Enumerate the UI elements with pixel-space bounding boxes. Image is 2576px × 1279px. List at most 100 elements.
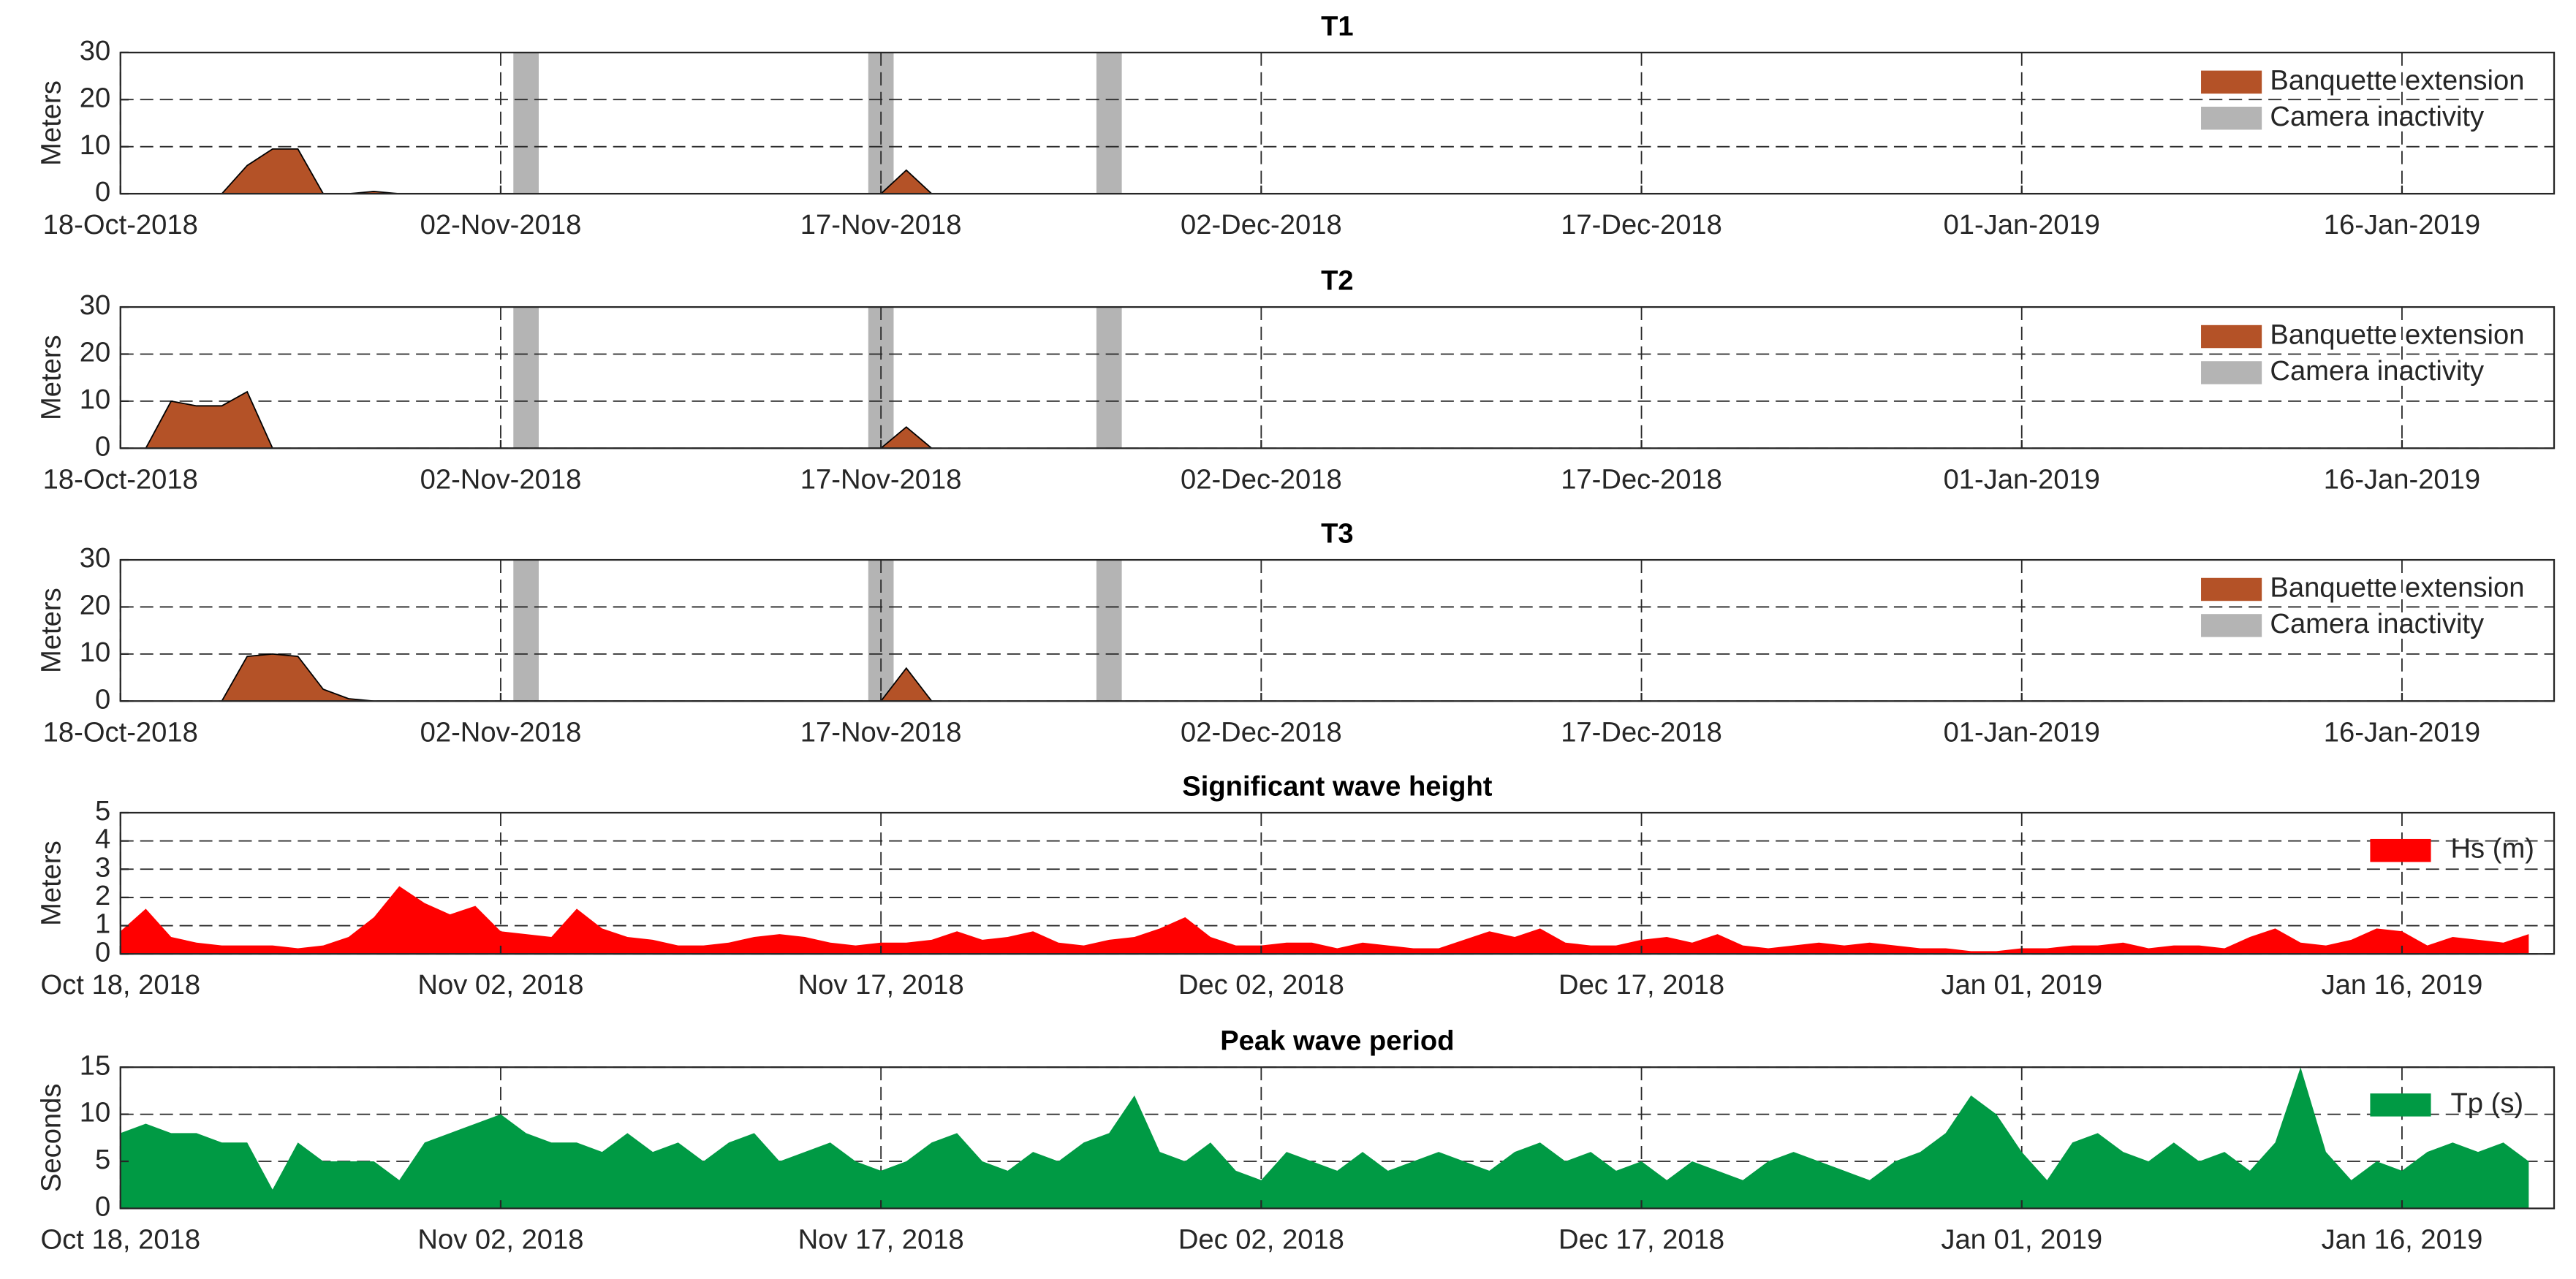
x-tick-label: 02-Dec-2018 bbox=[1181, 463, 1342, 495]
legend-swatch bbox=[2201, 107, 2262, 130]
x-tick-label: Jan 01, 2019 bbox=[1941, 1223, 2102, 1255]
inactivity-span bbox=[1096, 52, 1122, 194]
x-tick-label: Oct 18, 2018 bbox=[40, 969, 200, 1001]
x-tick-label: Nov 17, 2018 bbox=[798, 969, 964, 1001]
y-tick-label: 3 bbox=[95, 851, 110, 883]
x-tick-label: 17-Dec-2018 bbox=[1561, 209, 1722, 240]
inactivity-span bbox=[513, 52, 539, 194]
area bbox=[144, 390, 933, 449]
legend-swatch bbox=[2370, 1093, 2431, 1117]
y-tick-label: 10 bbox=[80, 129, 110, 161]
y-tick-label: 30 bbox=[80, 289, 110, 321]
y-tick-label: 5 bbox=[95, 795, 110, 827]
x-tick-label: Dec 17, 2018 bbox=[1558, 969, 1724, 1001]
y-tick-label: 20 bbox=[80, 82, 110, 113]
x-tick-label: 16-Jan-2019 bbox=[2324, 463, 2480, 495]
chart-title: T2 bbox=[1321, 265, 1354, 296]
y-tick-label: 4 bbox=[95, 824, 110, 855]
y-tick-label: 0 bbox=[95, 936, 110, 968]
legend-swatch bbox=[2201, 361, 2262, 384]
x-tick-label: 17-Nov-2018 bbox=[800, 716, 962, 748]
legend-label: Banquette extension bbox=[2270, 64, 2524, 96]
y-axis-label: Meters bbox=[36, 80, 67, 166]
x-tick-label: 17-Nov-2018 bbox=[800, 463, 962, 495]
legend-label: Tp (s) bbox=[2451, 1088, 2524, 1119]
x-tick-label: Nov 02, 2018 bbox=[417, 1223, 583, 1255]
legend-label: Camera inactivity bbox=[2270, 101, 2485, 132]
axes-box bbox=[119, 558, 2556, 702]
y-tick-label: 0 bbox=[95, 683, 110, 715]
y-axis-label: Meters bbox=[36, 588, 67, 673]
axes-box bbox=[119, 51, 2556, 195]
y-axis-label: Meters bbox=[36, 335, 67, 420]
legend-swatch bbox=[2201, 325, 2262, 349]
chart-title: Significant wave height bbox=[1182, 770, 1492, 802]
x-tick-label: Jan 01, 2019 bbox=[1941, 969, 2102, 1001]
x-tick-label: 18-Oct-2018 bbox=[43, 209, 198, 240]
x-tick-label: 02-Nov-2018 bbox=[420, 209, 582, 240]
x-tick-label: Dec 02, 2018 bbox=[1178, 969, 1344, 1001]
y-tick-label: 20 bbox=[80, 590, 110, 621]
inactivity-span bbox=[513, 307, 539, 449]
x-tick-label: 16-Jan-2019 bbox=[2324, 209, 2480, 240]
axes-box bbox=[119, 1066, 2556, 1210]
y-tick-label: 0 bbox=[95, 430, 110, 462]
x-tick-label: Nov 02, 2018 bbox=[417, 969, 583, 1001]
legend-swatch bbox=[2201, 70, 2262, 94]
subplot: 0 10 20 30 18-Oct-2018 02-Nov-2018 17-Nov-2018… bbox=[36, 10, 2556, 240]
area bbox=[220, 653, 933, 702]
legend-label: Hs (m) bbox=[2451, 833, 2534, 865]
x-tick-label: 02-Nov-2018 bbox=[420, 716, 582, 748]
legend-label: Camera inactivity bbox=[2270, 608, 2485, 640]
x-tick-label: 01-Jan-2019 bbox=[1944, 463, 2100, 495]
x-tick-label: Oct 18, 2018 bbox=[40, 1223, 200, 1255]
y-tick-label: 0 bbox=[95, 1191, 110, 1222]
x-tick-label: Jan 16, 2019 bbox=[2322, 1223, 2483, 1255]
area bbox=[120, 1067, 2529, 1209]
y-tick-label: 10 bbox=[80, 637, 110, 668]
axes-box bbox=[119, 811, 2556, 955]
x-tick-label: Nov 17, 2018 bbox=[798, 1223, 964, 1255]
x-tick-label: 17-Dec-2018 bbox=[1561, 716, 1722, 748]
chart-title: T3 bbox=[1321, 517, 1354, 549]
axes-box bbox=[119, 305, 2556, 449]
subplot: 0 10 20 30 18-Oct-2018 02-Nov-2018 17-Nov-2018… bbox=[36, 265, 2556, 495]
y-tick-label: 0 bbox=[95, 176, 110, 208]
y-tick-label: 1 bbox=[95, 908, 110, 940]
subplot: 0 10 20 30 18-Oct-2018 02-Nov-2018 17-Nov-2018… bbox=[36, 517, 2556, 748]
y-tick-label: 30 bbox=[80, 542, 110, 574]
legend-swatch bbox=[2201, 614, 2262, 637]
legend-label: Camera inactivity bbox=[2270, 355, 2485, 387]
x-tick-label: Dec 02, 2018 bbox=[1178, 1223, 1344, 1255]
subplot: 0 5 10 15 Oct 18, 2018 Nov 02, 2018 Nov 17, 20… bbox=[36, 1025, 2556, 1255]
inactivity-span bbox=[513, 560, 539, 702]
x-tick-label: 16-Jan-2019 bbox=[2324, 716, 2480, 748]
legend-swatch bbox=[2370, 838, 2431, 862]
x-tick-label: 02-Dec-2018 bbox=[1181, 209, 1342, 240]
x-tick-label: Jan 16, 2019 bbox=[2322, 969, 2483, 1001]
y-tick-label: 2 bbox=[95, 880, 110, 911]
x-tick-label: 18-Oct-2018 bbox=[43, 463, 198, 495]
area bbox=[120, 886, 2529, 954]
area bbox=[220, 148, 933, 194]
x-tick-label: 02-Dec-2018 bbox=[1181, 716, 1342, 748]
inactivity-span bbox=[1096, 560, 1122, 702]
y-axis-label: Seconds bbox=[36, 1084, 67, 1193]
x-tick-label: 01-Jan-2019 bbox=[1944, 716, 2100, 748]
chart-title: Peak wave period bbox=[1220, 1025, 1454, 1057]
y-tick-label: 10 bbox=[80, 1097, 110, 1128]
x-tick-label: 02-Nov-2018 bbox=[420, 463, 582, 495]
y-tick-label: 20 bbox=[80, 337, 110, 368]
x-tick-label: 17-Nov-2018 bbox=[800, 209, 962, 240]
inactivity-span bbox=[1096, 307, 1122, 449]
x-tick-label: 17-Dec-2018 bbox=[1561, 463, 1722, 495]
legend-label: Banquette extension bbox=[2270, 319, 2524, 351]
x-tick-label: 01-Jan-2019 bbox=[1944, 209, 2100, 240]
y-axis-label: Meters bbox=[36, 840, 67, 926]
y-tick-label: 15 bbox=[80, 1050, 110, 1081]
y-tick-label: 5 bbox=[95, 1144, 110, 1175]
legend-label: Banquette extension bbox=[2270, 572, 2524, 604]
